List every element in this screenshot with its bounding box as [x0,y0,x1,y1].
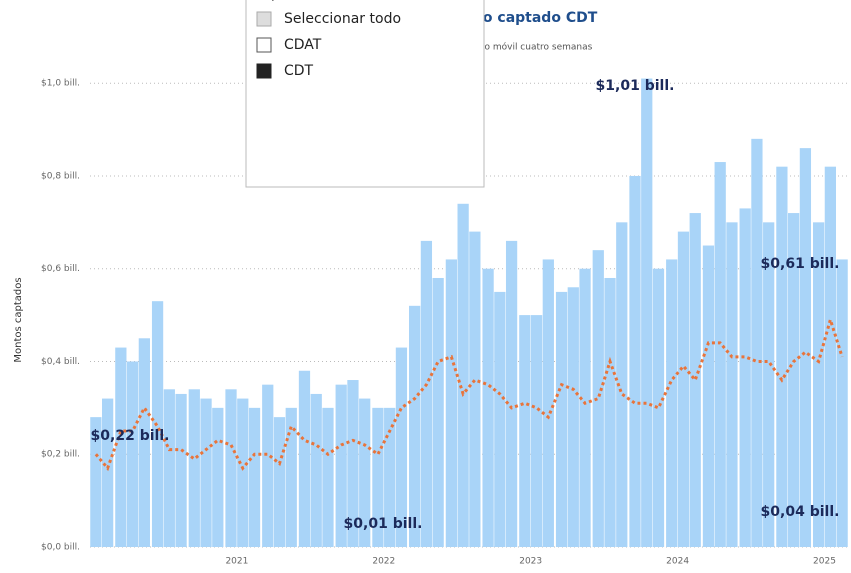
bar [776,166,788,547]
bar [542,259,554,547]
bar [592,250,604,547]
bar [567,287,579,547]
bar [395,347,408,547]
bar [163,389,175,547]
bar [505,240,518,547]
bar [652,268,665,547]
bar [372,407,384,547]
dropdown-option: CDAT [284,37,322,53]
bar [788,213,800,548]
bar [248,407,261,547]
y-tick-label: $1,0 bill. [41,79,80,89]
bar [335,384,347,547]
bar [689,213,701,548]
filter-dropdown: Tipo Seleccionar todo CDAT CDT [245,0,485,188]
bar [420,240,433,547]
x-tick-label: 2022 [372,557,395,567]
bar [188,389,200,547]
bar [494,291,506,547]
x-tick-label: 2023 [519,557,542,567]
bar [225,389,237,547]
moving-average-line [94,314,844,472]
bar [409,305,421,547]
bar [310,393,322,547]
bar [200,398,212,547]
bar [714,162,726,548]
bar [175,393,187,547]
bar [298,370,311,547]
checkbox [256,63,272,79]
bar [384,407,396,547]
bar [726,222,738,548]
bar [90,417,102,547]
bar [702,245,715,547]
annotation: $0,61 bill. [761,256,840,272]
bar [138,338,150,547]
dropdown-option: Seleccionar todo [284,11,401,27]
bar [629,175,641,547]
bar [115,347,127,547]
bar [445,259,457,547]
bar [102,398,114,547]
bar [824,166,836,547]
y-tick-label: $0,4 bill. [41,357,80,367]
bar [739,208,751,547]
bar [616,222,628,548]
bar [322,407,334,547]
annotation: $0,22 bill. [91,428,170,444]
bar [457,203,469,547]
bar [262,384,274,547]
bar [212,407,224,547]
x-tick-label: 2025 [813,557,836,567]
bar [604,277,616,547]
bar [285,407,297,547]
bar [432,277,444,547]
bar [812,222,825,548]
bar [836,259,848,547]
x-tick-label: 2024 [666,557,689,567]
dropdown-title: Tipo [261,0,285,2]
bar [751,138,763,547]
y-tick-label: $0,6 bill. [41,264,80,274]
bar [273,417,286,547]
bar [666,259,678,547]
bar [677,231,690,547]
bar [799,148,812,547]
bar [641,78,653,548]
y-tick-label: $0,0 bill. [41,543,80,553]
bar [469,231,481,547]
bar [359,398,371,547]
annotation: $0,04 bill. [761,504,840,520]
bar [347,380,359,547]
y-tick-label: $0,8 bill. [41,171,80,181]
bar [482,268,494,547]
y-tick-label: $0,2 bill. [41,450,80,460]
x-tick-label: 2021 [225,557,248,567]
checkbox [256,37,272,53]
bar [763,222,775,548]
annotation: $0,01 bill. [344,516,423,532]
bar [579,268,591,547]
bar [126,361,139,547]
dropdown-option: CDT [284,63,314,79]
bar [555,291,568,547]
bar [237,398,249,547]
bar [519,315,531,547]
dropdown-panel [245,0,485,188]
checkbox [256,11,272,27]
bar [530,315,543,547]
y-axis-label: Montos captados [13,277,24,362]
chart-subtitle: Promedio móvil cuatro semanas [448,42,593,53]
annotation: $1,01 bill. [596,78,675,94]
